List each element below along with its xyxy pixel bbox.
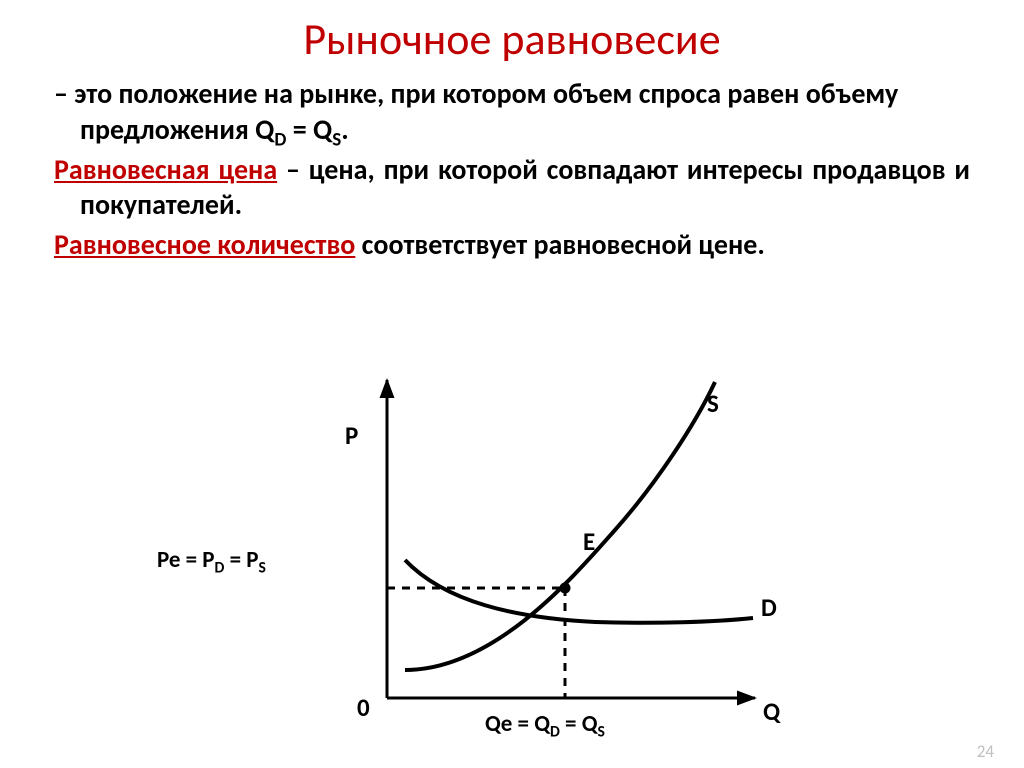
quantity-equation: Qe = QD = QS bbox=[485, 710, 605, 738]
def-mid: = Q bbox=[286, 112, 332, 147]
axis-label-p: P bbox=[345, 420, 358, 451]
qe-sub1: D bbox=[550, 723, 560, 742]
page-title: Рыночное равновесие bbox=[0, 12, 1024, 66]
qe-sub2: S bbox=[598, 723, 605, 742]
curve-label-s: S bbox=[707, 388, 719, 419]
def-text: – это положение на рынке, при котором об… bbox=[54, 76, 898, 147]
pe-mid: = P bbox=[224, 546, 258, 574]
curve-label-d: D bbox=[761, 592, 777, 623]
quantity-rest: соответствует равновесной цене. bbox=[355, 227, 765, 262]
term-quantity: Равновесное количество bbox=[54, 227, 355, 262]
pe-pre: Pe = P bbox=[157, 546, 215, 574]
pe-sub1: D bbox=[215, 559, 225, 578]
quantity-paragraph: Равновесное количество соответствует рав… bbox=[54, 227, 970, 263]
definition-paragraph: – это положение на рынке, при котором об… bbox=[54, 76, 970, 148]
price-paragraph: Равновесная цена – цена, при которой сов… bbox=[54, 152, 970, 224]
qe-pre: Qe = Q bbox=[485, 710, 550, 738]
point-label-e: E bbox=[583, 526, 595, 557]
equilibrium-chart: P Q 0 S D E Pe = PD = PS Qe = QD = QS bbox=[275, 370, 795, 750]
axis-label-q: Q bbox=[763, 696, 780, 727]
page-number: 24 bbox=[977, 741, 994, 762]
body-text: – это положение на рынке, при котором об… bbox=[54, 76, 970, 263]
title-text: Рыночное равновесие bbox=[303, 12, 720, 66]
def-sub-d: D bbox=[274, 128, 286, 151]
axis-label-origin: 0 bbox=[357, 692, 370, 723]
pe-sub2: S bbox=[259, 559, 266, 578]
def-sub-s: S bbox=[332, 128, 341, 151]
qe-mid: = Q bbox=[560, 710, 598, 738]
def-end: . bbox=[341, 112, 348, 147]
price-equation: Pe = PD = PS bbox=[157, 546, 266, 574]
term-price: Равновесная цена bbox=[54, 152, 277, 187]
